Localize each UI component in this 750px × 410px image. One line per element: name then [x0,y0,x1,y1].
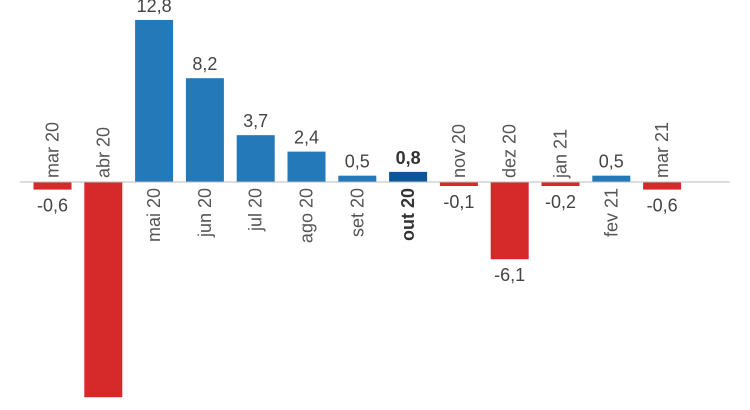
value-label: 8,2 [192,54,217,74]
category-label: out 20 [398,188,418,241]
bar-out-20 [389,171,428,182]
category-label: mar 21 [652,122,672,178]
bar-jun-20 [185,78,224,182]
bar-set-20 [338,175,377,182]
category-label: jun 20 [195,188,215,238]
value-label: 0,5 [599,152,624,172]
value-label: 2,4 [294,128,319,148]
bar-jul-20 [236,135,275,182]
category-label: ago 20 [297,188,317,243]
bar-mai-20 [135,19,174,183]
value-label: 12,8 [137,0,172,16]
value-label: -0,6 [647,196,678,216]
bar-abr-20 [84,182,123,398]
value-label: 0,5 [345,152,370,172]
value-label: -0,6 [37,196,68,216]
bars-layer [33,19,682,398]
category-label: fev 21 [601,188,621,237]
labels-layer: -0,6 mar 20 abr 20 12,8 mai 20 8,2 jun 20 3,7 ju… [37,0,678,285]
bar-mar-21 [643,182,682,190]
value-label: -0,2 [545,192,576,212]
category-label: jul 20 [246,188,266,232]
bar-jan-21 [541,182,580,186]
value-label: -6,1 [494,265,525,285]
bar-ago-20 [287,151,326,182]
bar-dez-20 [490,182,529,260]
category-label: set 20 [347,188,367,237]
value-label: 3,7 [243,111,268,131]
bar-nov-20 [439,182,478,186]
category-label: mai 20 [144,188,164,242]
category-label: abr 20 [93,127,113,178]
value-label: 0,8 [396,148,421,168]
category-label: mar 20 [43,122,63,178]
category-label: dez 20 [500,124,520,178]
value-label: -0,1 [443,192,474,212]
bar-mar-20 [33,182,72,190]
category-label: nov 20 [449,124,469,178]
bar-fev-21 [592,175,631,182]
category-label: jan 21 [551,129,571,179]
